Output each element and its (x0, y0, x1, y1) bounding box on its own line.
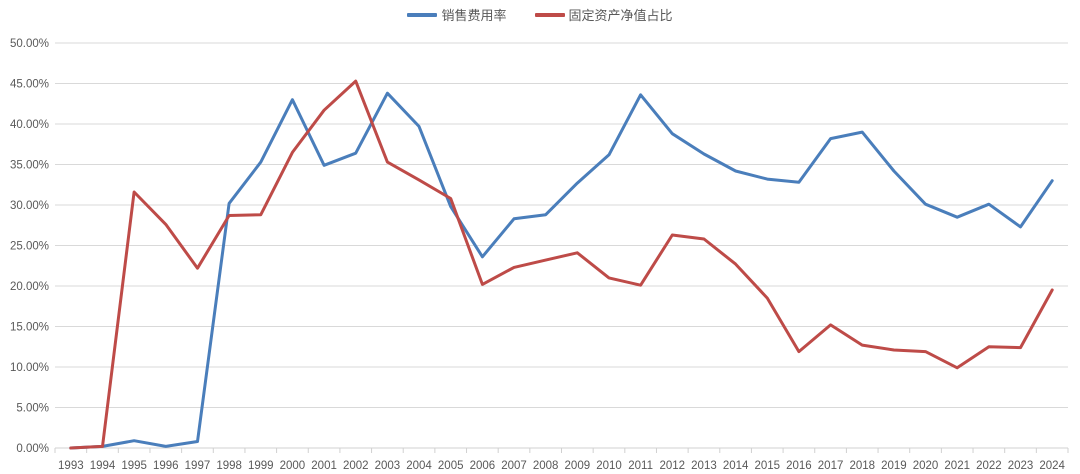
x-tick-label: 2018 (849, 460, 875, 472)
legend-label: 销售费用率 (441, 9, 507, 24)
x-tick-label: 2013 (691, 460, 717, 472)
y-tick-label: 45.00% (10, 79, 49, 91)
x-tick-label: 2008 (533, 460, 559, 472)
x-tick-label: 1993 (58, 460, 84, 472)
x-tick-label: 2002 (343, 460, 369, 472)
x-axis: 1993 1994 1995 1996 1997 1998 1999 2000 2001 2002… (54, 448, 1069, 472)
legend-item-fixed-asset-ratio[interactable]: 固定资产净值占比 (534, 5, 673, 24)
y-tick-label: 25.00% (10, 241, 49, 253)
y-tick-label: 0.00% (16, 443, 49, 455)
x-tick-label: 2015 (754, 460, 780, 472)
x-tick-label: 2023 (1008, 460, 1034, 472)
y-tick-label: 20.00% (10, 281, 49, 293)
y-tick-label: 30.00% (10, 200, 49, 212)
x-tick-label: 2021 (944, 460, 970, 472)
y-tick-label: 15.00% (10, 322, 49, 334)
x-tick-label: 1995 (121, 460, 147, 472)
y-tick-label: 5.00% (16, 403, 49, 415)
y-tick-label: 40.00% (10, 119, 49, 131)
x-tick-label: 1996 (153, 460, 179, 472)
x-tick-label: 2000 (280, 460, 306, 472)
x-tick-label: 2009 (565, 460, 591, 472)
y-tick-label: 50.00% (10, 38, 49, 50)
x-tick-label: 2007 (501, 460, 527, 472)
series-line-sales-expense-ratio[interactable] (69, 91, 1054, 450)
x-tick-label: 2011 (628, 460, 653, 472)
legend-swatch-red (534, 12, 565, 17)
y-tick-label: 10.00% (10, 362, 49, 374)
y-tick-label: 35.00% (10, 160, 49, 172)
x-tick-label: 2006 (470, 460, 496, 472)
x-tick-label: 2017 (818, 460, 844, 472)
x-tick-label: 2022 (976, 460, 1002, 472)
x-tick-label: 2004 (406, 460, 432, 472)
x-tick-label: 1998 (216, 460, 242, 472)
plot-lines (69, 79, 1054, 450)
y-axis: 0.00% 5.00% 10.00% 15.00% 20.00% 25.00% 30.00%… (10, 38, 49, 455)
x-tick-label: 2010 (596, 460, 622, 472)
x-tick-label: 1994 (90, 460, 116, 472)
x-tick-label: 2016 (786, 460, 812, 472)
legend-label: 固定资产净值占比 (568, 9, 673, 24)
x-tick-label: 1999 (248, 460, 274, 472)
chart-legend: 销售费用率 固定资产净值占比 (0, 5, 1080, 24)
legend-item-sales-expense-ratio[interactable]: 销售费用率 (407, 5, 507, 24)
x-tick-label: 2012 (660, 460, 686, 472)
x-tick-label: 2003 (375, 460, 401, 472)
x-tick-label: 2024 (1039, 460, 1065, 472)
x-tick-label: 2020 (913, 460, 939, 472)
x-tick-label: 2001 (311, 460, 337, 472)
series-line-fixed-asset-ratio[interactable] (69, 79, 1054, 450)
x-tick-label: 2019 (881, 460, 907, 472)
gridlines (55, 42, 1068, 449)
legend-swatch-blue (407, 12, 438, 17)
x-tick-label: 1997 (185, 460, 211, 472)
x-tick-label: 2005 (438, 460, 464, 472)
x-tick-label: 2014 (723, 460, 749, 472)
